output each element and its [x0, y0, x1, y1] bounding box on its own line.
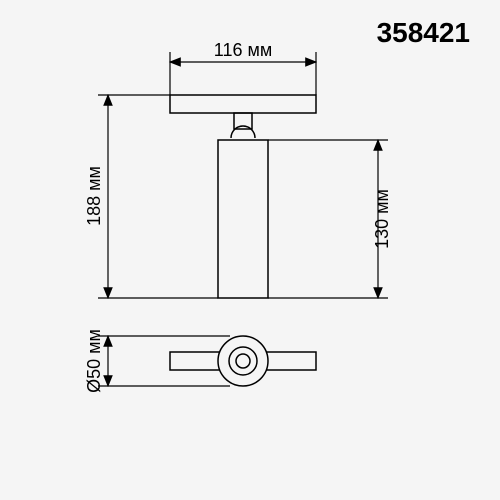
total-height-label: 188 мм	[84, 166, 104, 226]
product-code: 358421	[377, 17, 470, 48]
width-label: 116 мм	[214, 40, 272, 60]
body-height-label: 130 мм	[372, 189, 392, 249]
tube-body	[218, 140, 268, 298]
diameter-label: Ø50 мм	[84, 329, 104, 393]
